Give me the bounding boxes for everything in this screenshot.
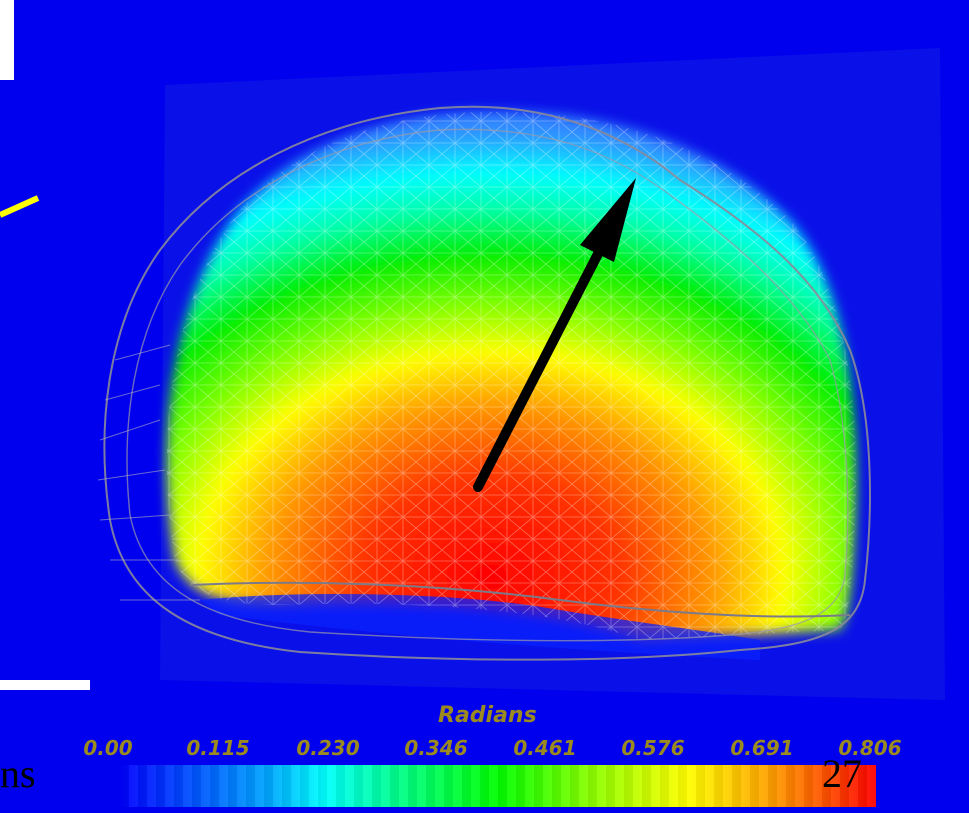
arrow-head [580, 178, 636, 262]
legend-title: Radians [438, 703, 537, 728]
yellow-axis-line [0, 195, 40, 218]
mesh-overlay [166, 111, 857, 640]
wireframe-outer [103, 105, 871, 661]
colormap-bar [120, 765, 876, 807]
legend-tick: 0.346 [404, 736, 468, 760]
colormap-bar-steps [120, 765, 876, 807]
lower-shadow-band [200, 594, 760, 660]
slide-text-fragment: ns [0, 751, 36, 796]
legend-tick: 0.691 [730, 736, 794, 760]
arrow-shaft [473, 245, 605, 492]
legend-tick: 0.806 [838, 736, 902, 760]
legend-tick: 0.576 [621, 736, 685, 760]
wireframe-bottom-edge [189, 581, 851, 618]
legend-tick: 0.230 [296, 736, 360, 760]
wireframe-inner [126, 128, 849, 642]
legend-tick: 0.461 [513, 736, 577, 760]
legend-tick: 0.115 [186, 736, 250, 760]
wireframe-left-hatching [97, 344, 200, 601]
page-number: 27 [822, 751, 862, 796]
legend-tick: 0.00 [83, 736, 133, 760]
